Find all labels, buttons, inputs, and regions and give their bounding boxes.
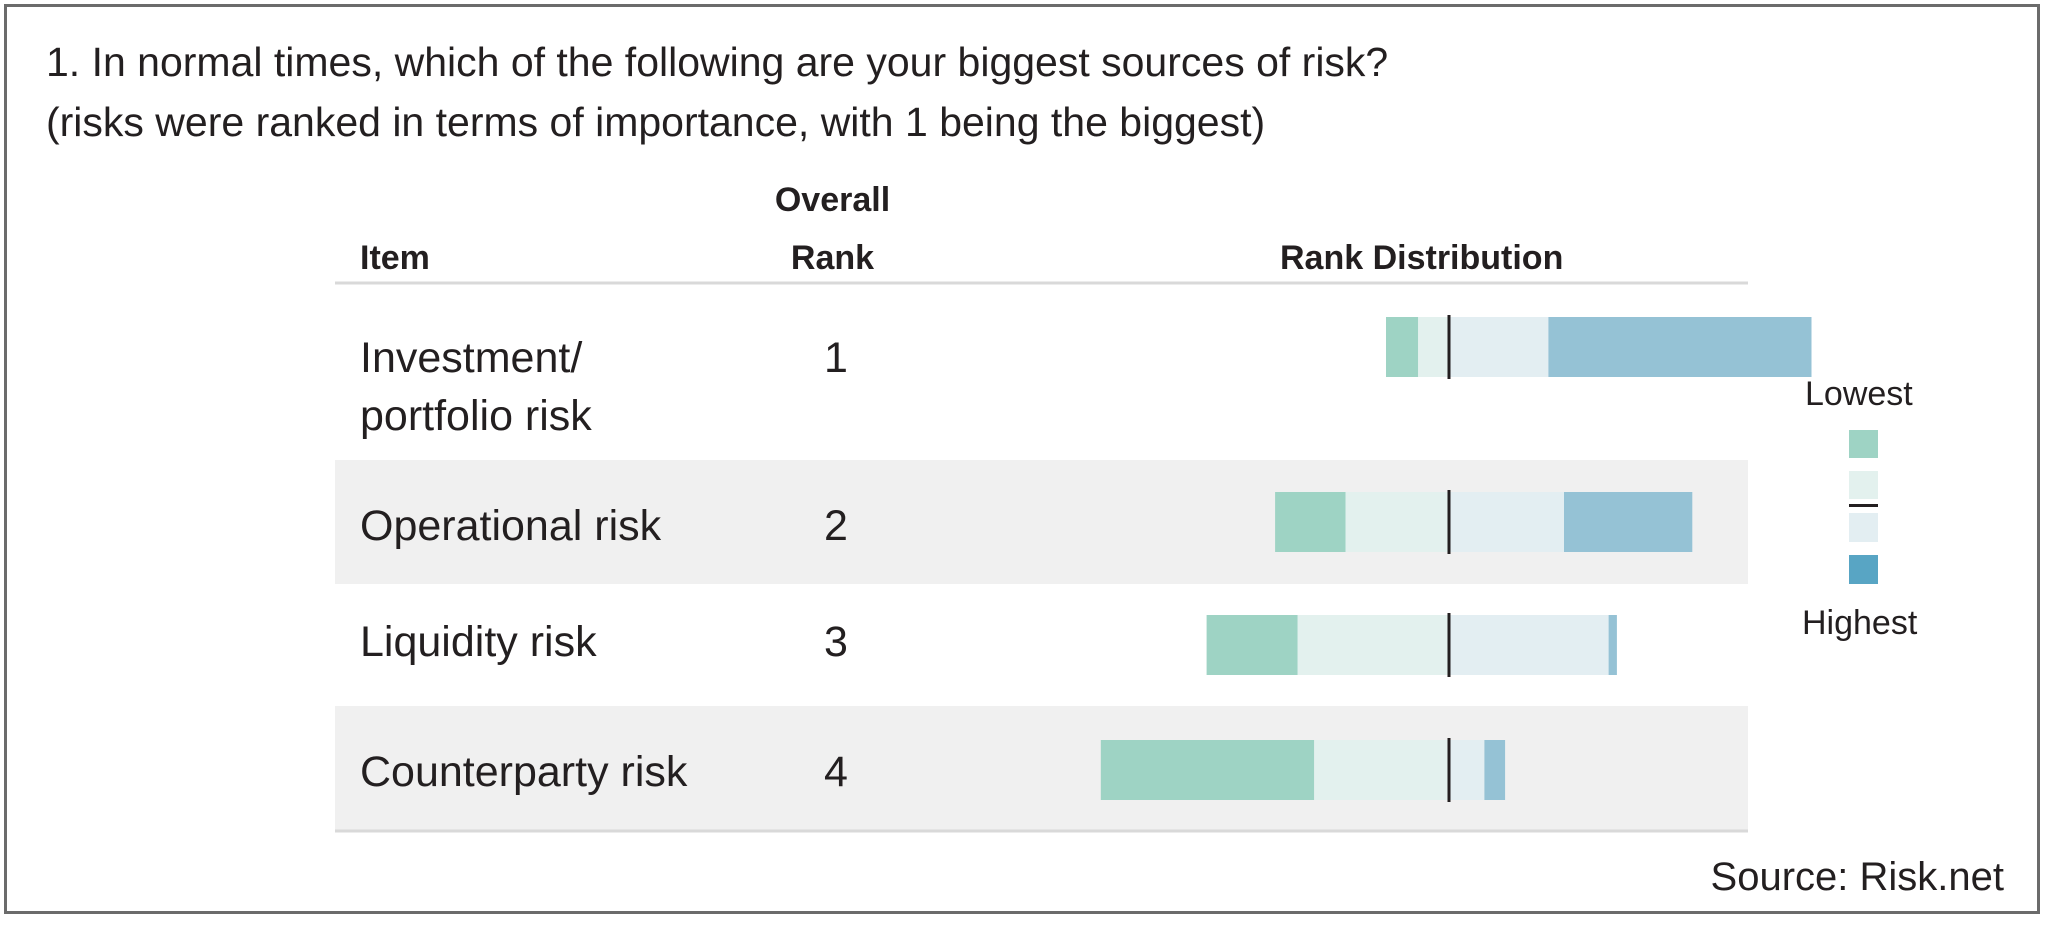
header-rank-distribution: Rank Distribution [1280, 239, 1564, 277]
bar-row-1-segment-4 [1548, 317, 1812, 377]
bar-row-3-segment-4 [1608, 615, 1617, 675]
chart-title: 1. In normal times, which of the followi… [46, 32, 1388, 152]
bar-row-4-segment-4 [1484, 740, 1506, 800]
bar-row-3-segment-3 [1449, 615, 1609, 675]
header-item: Item [360, 239, 430, 277]
title-line-2: (risks were ranked in terms of importanc… [46, 99, 1266, 145]
row-3-item: Liquidity risk [360, 618, 597, 666]
bar-row-4-segment-3 [1449, 740, 1485, 800]
bar-row-2-segment-4 [1564, 492, 1693, 552]
row-4-item: Counterparty risk [360, 748, 688, 796]
header-rank-line-1: Overall [774, 181, 891, 219]
header-rank-line-2: Rank [790, 239, 875, 277]
bar-row-2-segment-2 [1345, 492, 1449, 552]
bar-row-2-segment-1 [1275, 492, 1346, 552]
legend-swatch-high [1849, 513, 1878, 542]
row-3-rank: 3 [824, 618, 848, 666]
bar-row-2-segment-3 [1449, 492, 1564, 552]
legend-highest-label: Highest [1802, 604, 1918, 642]
row-band-4 [335, 706, 1748, 830]
row-1-item-line-2: portfolio risk [360, 392, 592, 440]
bar-row-1-segment-3 [1449, 317, 1549, 377]
row-1-item-line-1: Investment/ [360, 334, 583, 382]
row-1-rank: 1 [824, 334, 848, 382]
bar-row-3-segment-1 [1206, 615, 1298, 675]
row-2-rank: 2 [824, 502, 848, 550]
legend-swatch-lowest [1849, 430, 1878, 458]
bar-row-3-segment-2 [1297, 615, 1449, 675]
legend-median-line [1849, 504, 1878, 507]
bar-row-4-segment-1 [1100, 740, 1315, 800]
row-1-item: Investment/ portfolio risk [360, 329, 592, 445]
source-note: Source: Risk.net [1710, 855, 2004, 899]
row-2-item: Operational risk [360, 502, 662, 550]
row-4-rank: 4 [824, 748, 848, 796]
legend-swatch-low [1849, 471, 1878, 499]
legend-swatch-highest [1849, 555, 1878, 584]
legend-lowest-label: Lowest [1805, 375, 1913, 413]
title-line-1: 1. In normal times, which of the followi… [46, 39, 1389, 85]
bar-row-1-segment-2 [1418, 317, 1449, 377]
bar-row-1-segment-1 [1386, 317, 1419, 377]
bar-row-4-segment-2 [1314, 740, 1449, 800]
